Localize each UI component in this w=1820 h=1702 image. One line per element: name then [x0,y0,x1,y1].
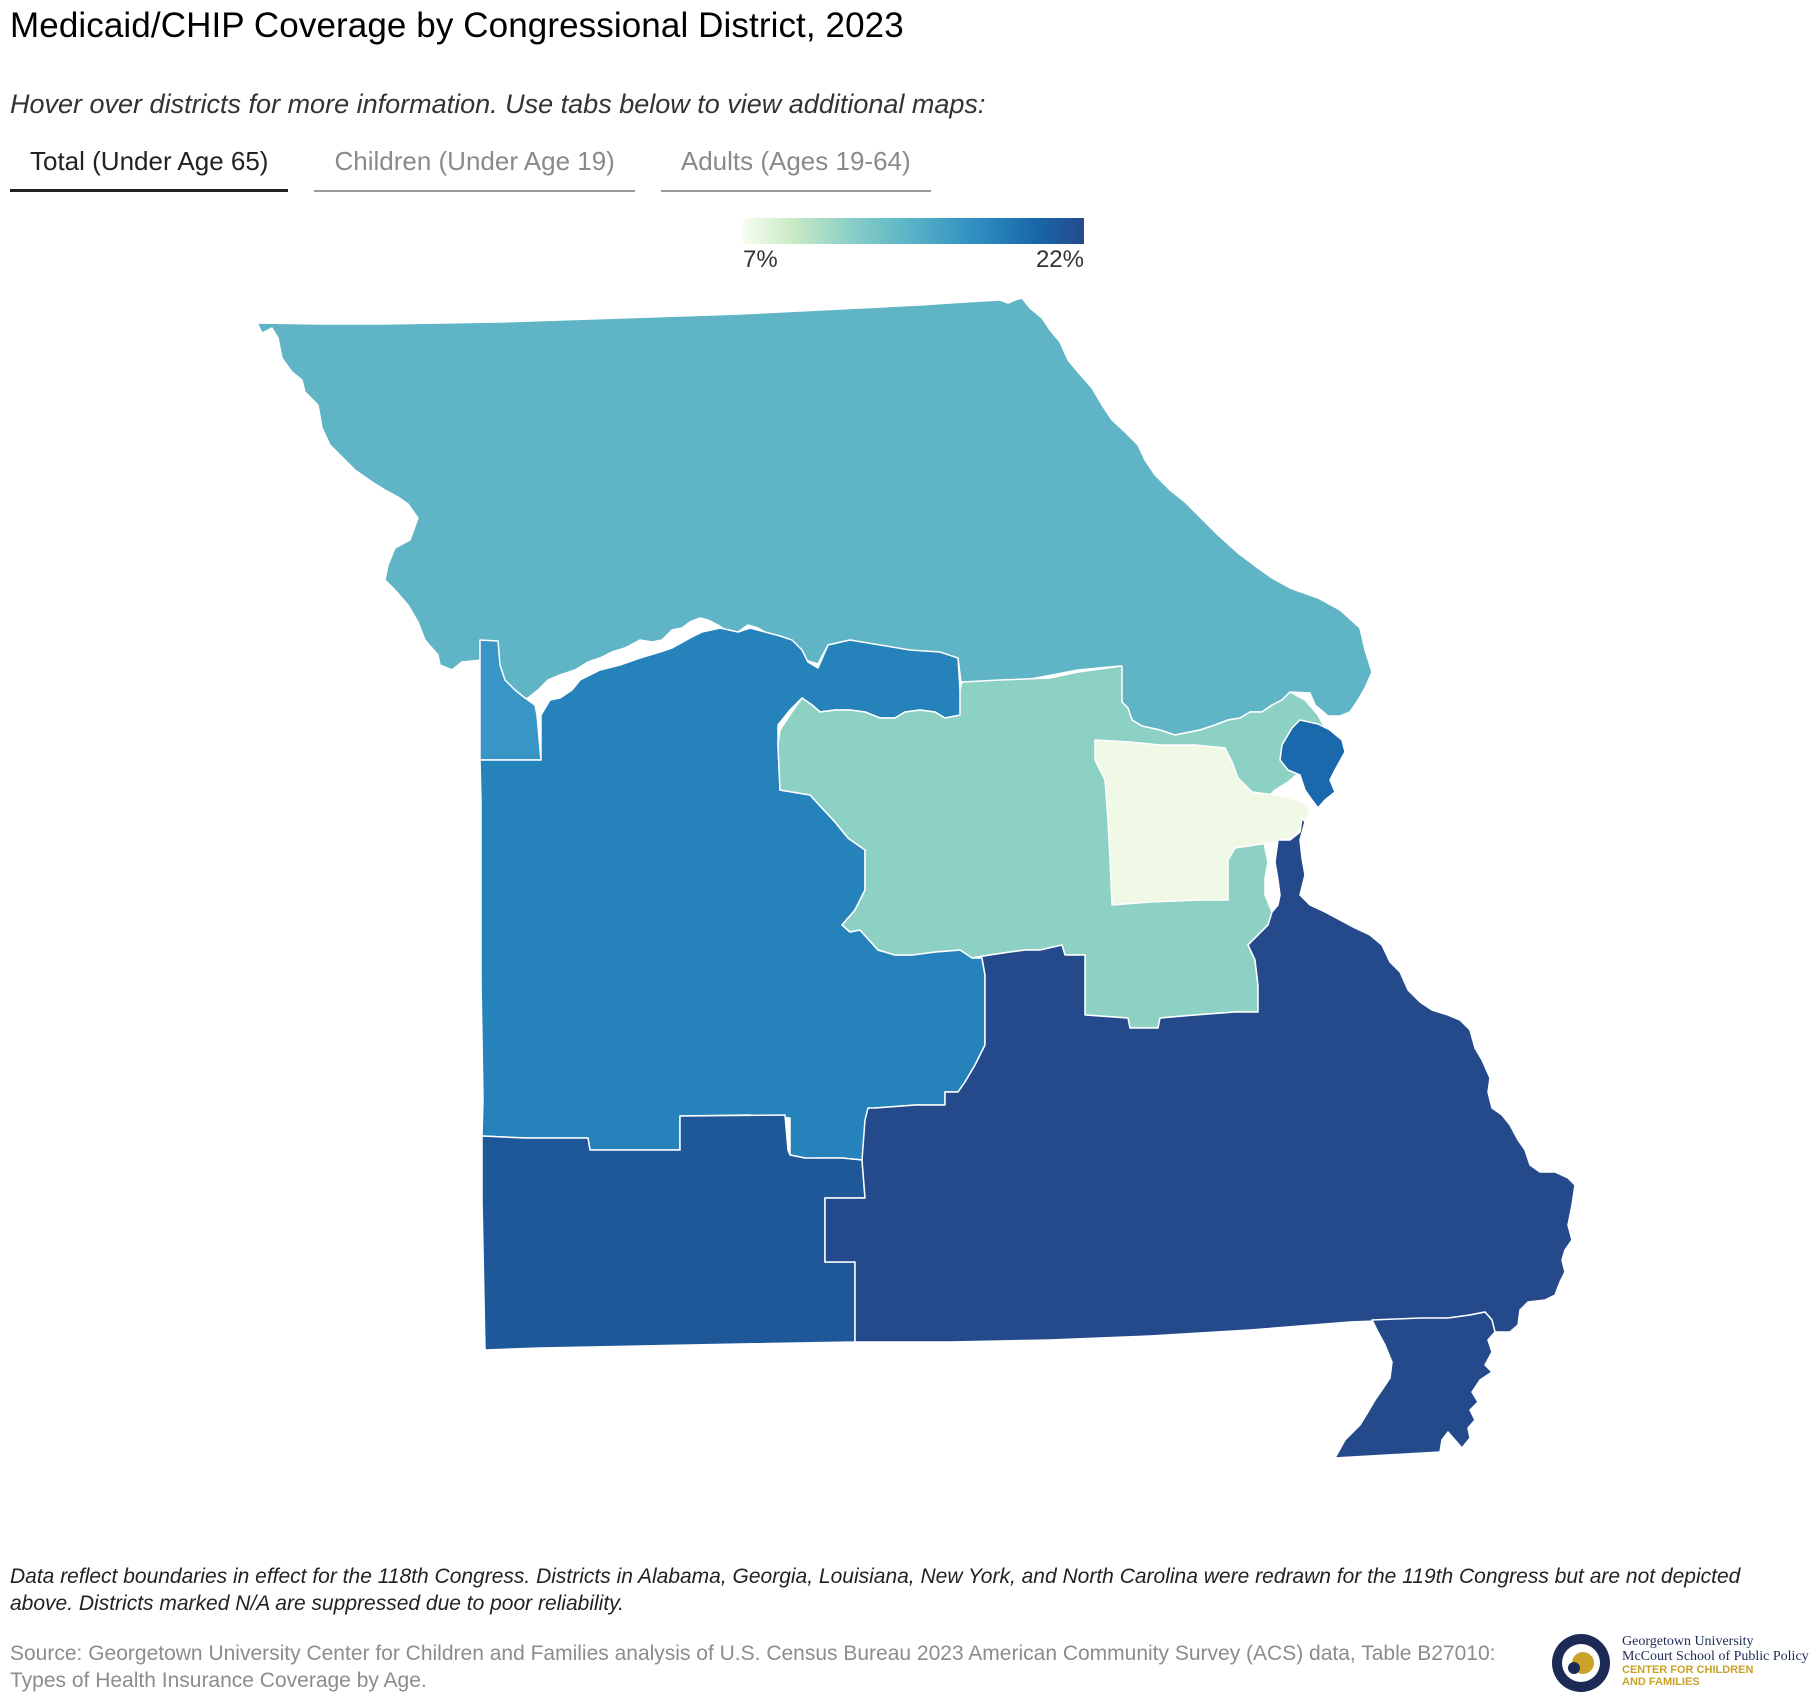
tab-children[interactable]: Children (Under Age 19) [314,146,635,192]
page-title: Medicaid/CHIP Coverage by Congressional … [10,6,904,45]
tab-total[interactable]: Total (Under Age 65) [10,146,289,192]
tab-adults[interactable]: Adults (Ages 19-64) [660,146,931,192]
district-1[interactable] [1279,719,1346,809]
missouri-district-map [256,297,1576,1459]
logo-line-2: McCourt School of Public Policy [1622,1649,1809,1664]
logo-seal-icon [1552,1634,1610,1692]
source-note: Source: Georgetown University Center for… [10,1642,1496,1692]
color-legend: 7% 22% [743,218,1084,274]
georgetown-logo: Georgetown University McCourt School of … [1550,1630,1810,1696]
legend-min-label: 7% [743,246,778,273]
logo-line-1: Georgetown University [1622,1634,1754,1649]
page-subtitle: Hover over districts for more informatio… [10,89,986,119]
legend-max-label: 22% [1035,246,1084,273]
logo-line-3: CENTER FOR CHILDREN [1622,1664,1754,1676]
logo-line-4: AND FAMILIES [1622,1676,1700,1688]
map-tabs: Total (Under Age 65) Children (Under Age… [10,146,957,192]
legend-gradient-bar [743,218,1084,244]
data-note: Data reflect boundaries in effect for th… [10,1565,1741,1615]
district-8-bootheel[interactable] [1334,1311,1496,1459]
